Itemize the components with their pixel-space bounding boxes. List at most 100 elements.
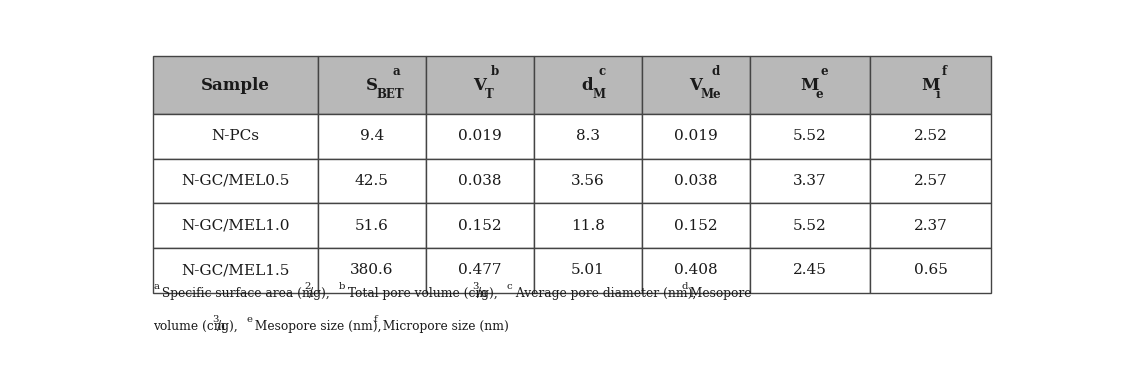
Text: Average pore diameter (nm),: Average pore diameter (nm), bbox=[512, 287, 700, 300]
Text: 2.52: 2.52 bbox=[913, 129, 947, 143]
Text: /g),: /g), bbox=[310, 287, 334, 300]
Bar bbox=[318, 248, 425, 292]
Text: 8.3: 8.3 bbox=[576, 129, 599, 143]
Text: 2: 2 bbox=[305, 282, 311, 291]
Text: S: S bbox=[366, 77, 378, 94]
Text: 0.152: 0.152 bbox=[458, 218, 502, 233]
Text: f: f bbox=[374, 315, 378, 324]
Text: 2.45: 2.45 bbox=[793, 263, 827, 277]
Bar bbox=[871, 56, 991, 114]
Text: 42.5: 42.5 bbox=[355, 174, 388, 188]
Bar bbox=[642, 159, 749, 203]
Text: 3.37: 3.37 bbox=[793, 174, 827, 188]
Text: 5.01: 5.01 bbox=[571, 263, 605, 277]
Text: e: e bbox=[821, 65, 828, 78]
Text: 0.038: 0.038 bbox=[458, 174, 502, 188]
Bar bbox=[318, 203, 425, 248]
Text: N-GC/MEL1.0: N-GC/MEL1.0 bbox=[182, 218, 289, 233]
Text: 0.65: 0.65 bbox=[913, 263, 947, 277]
Bar bbox=[749, 56, 871, 114]
Text: N-GC/MEL0.5: N-GC/MEL0.5 bbox=[182, 174, 289, 188]
Text: 5.52: 5.52 bbox=[793, 129, 827, 143]
Bar bbox=[642, 114, 749, 159]
Text: N-PCs: N-PCs bbox=[212, 129, 259, 143]
Text: d: d bbox=[681, 282, 688, 291]
Bar bbox=[749, 114, 871, 159]
Text: a: a bbox=[393, 65, 399, 78]
Text: i: i bbox=[936, 88, 940, 101]
Bar bbox=[534, 56, 642, 114]
Bar bbox=[871, 114, 991, 159]
Bar bbox=[154, 203, 318, 248]
Bar bbox=[318, 56, 425, 114]
Bar bbox=[871, 159, 991, 203]
Bar bbox=[425, 159, 534, 203]
Text: 0.477: 0.477 bbox=[458, 263, 502, 277]
Text: 0.019: 0.019 bbox=[458, 129, 502, 143]
Text: 380.6: 380.6 bbox=[350, 263, 394, 277]
Bar bbox=[425, 56, 534, 114]
Text: M: M bbox=[801, 77, 819, 94]
Text: b: b bbox=[490, 65, 499, 78]
Bar bbox=[534, 203, 642, 248]
Text: Mesopore size (nm),: Mesopore size (nm), bbox=[251, 320, 385, 333]
Text: 3: 3 bbox=[212, 315, 219, 324]
Text: 51.6: 51.6 bbox=[355, 218, 388, 233]
Text: Micropore size (nm): Micropore size (nm) bbox=[379, 320, 508, 333]
Text: d: d bbox=[711, 65, 719, 78]
Text: e: e bbox=[816, 88, 822, 101]
Text: b: b bbox=[339, 282, 346, 291]
Text: 3.56: 3.56 bbox=[571, 174, 605, 188]
Text: Sample: Sample bbox=[201, 77, 270, 94]
Text: Me: Me bbox=[701, 88, 721, 101]
Bar bbox=[425, 114, 534, 159]
Bar bbox=[154, 159, 318, 203]
Text: N-GC/MEL1.5: N-GC/MEL1.5 bbox=[182, 263, 289, 277]
Text: 0.038: 0.038 bbox=[674, 174, 717, 188]
Text: 2.57: 2.57 bbox=[913, 174, 947, 188]
Bar bbox=[749, 203, 871, 248]
Text: volume (cm: volume (cm bbox=[154, 320, 226, 333]
Text: a: a bbox=[154, 282, 159, 291]
Text: f: f bbox=[941, 65, 947, 78]
Text: BET: BET bbox=[377, 88, 405, 101]
Bar bbox=[154, 56, 318, 114]
Bar bbox=[871, 203, 991, 248]
Bar bbox=[749, 159, 871, 203]
Text: V: V bbox=[689, 77, 702, 94]
Bar bbox=[534, 114, 642, 159]
Text: e: e bbox=[246, 315, 252, 324]
Text: 5.52: 5.52 bbox=[793, 218, 827, 233]
Bar bbox=[642, 203, 749, 248]
Bar bbox=[318, 159, 425, 203]
Text: 11.8: 11.8 bbox=[571, 218, 605, 233]
Text: T: T bbox=[485, 88, 494, 101]
Bar bbox=[642, 56, 749, 114]
Text: Total pore volume (cm: Total pore volume (cm bbox=[343, 287, 487, 300]
Text: d: d bbox=[582, 77, 594, 94]
Text: Mesopore: Mesopore bbox=[687, 287, 752, 300]
Text: 3: 3 bbox=[472, 282, 479, 291]
Text: 0.019: 0.019 bbox=[674, 129, 717, 143]
Bar bbox=[871, 248, 991, 292]
Text: Specific surface area (m: Specific surface area (m bbox=[158, 287, 314, 300]
Bar bbox=[642, 248, 749, 292]
Text: 9.4: 9.4 bbox=[360, 129, 384, 143]
Text: M: M bbox=[592, 88, 606, 101]
Text: 2.37: 2.37 bbox=[913, 218, 947, 233]
Text: 0.408: 0.408 bbox=[674, 263, 717, 277]
Bar bbox=[534, 248, 642, 292]
Bar bbox=[154, 248, 318, 292]
Text: c: c bbox=[507, 282, 513, 291]
Bar bbox=[318, 114, 425, 159]
Bar bbox=[425, 248, 534, 292]
Text: M: M bbox=[921, 77, 940, 94]
Bar bbox=[749, 248, 871, 292]
Text: 0.152: 0.152 bbox=[674, 218, 717, 233]
Bar bbox=[154, 114, 318, 159]
Text: c: c bbox=[598, 65, 606, 78]
Bar bbox=[425, 203, 534, 248]
Text: V: V bbox=[473, 77, 486, 94]
Bar bbox=[534, 159, 642, 203]
Text: /g),: /g), bbox=[477, 287, 502, 300]
